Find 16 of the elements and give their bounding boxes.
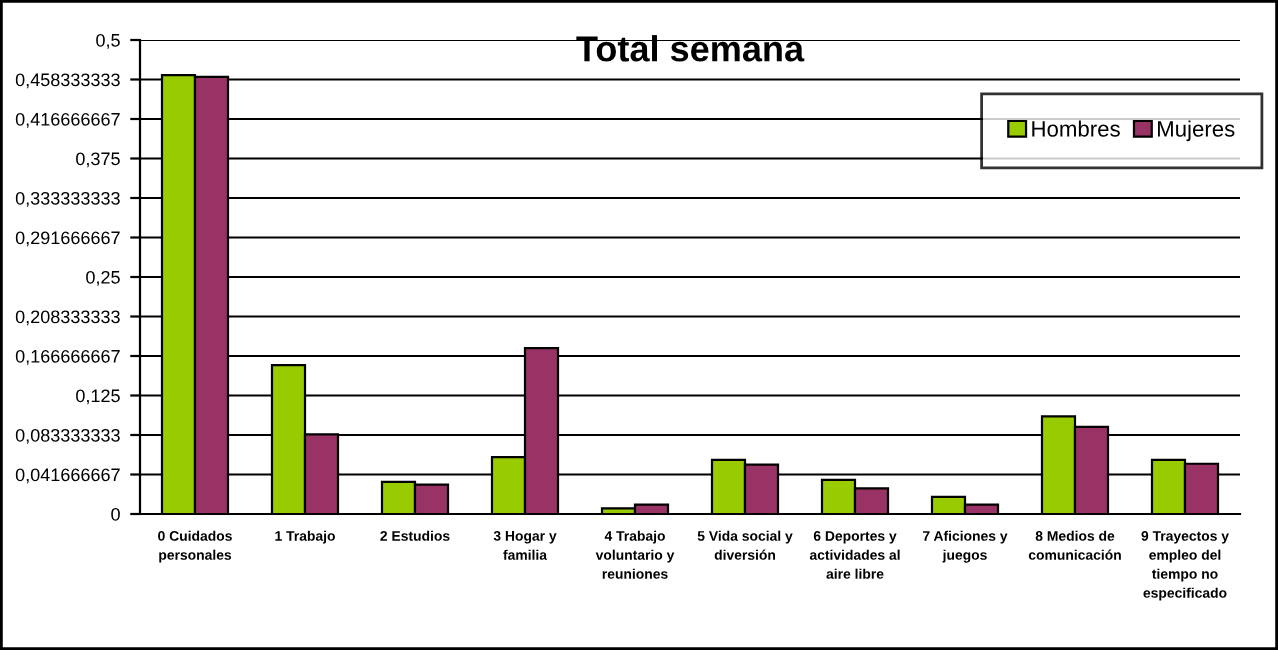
y-tick-label: 0,458333333 [15, 73, 120, 89]
y-tick-label: 0,291666667 [15, 231, 120, 247]
y-tick-label: 0,416666667 [15, 112, 120, 128]
y-tick-label: 0,25 [86, 270, 120, 286]
y-tick-label: 0 [111, 507, 120, 521]
chart-title: Total semana [576, 35, 805, 62]
y-tick-label: 0,125 [76, 389, 120, 405]
legend-label: Mujeres [1158, 120, 1235, 142]
y-tick-label: 0,375 [76, 152, 120, 168]
y-tick-label: 0,166666667 [15, 349, 120, 365]
y-tick-label: 0,041666667 [15, 468, 120, 484]
y-tick-label: 0,5 [96, 33, 120, 49]
y-tick-label: 0,083333333 [15, 428, 120, 444]
y-tick-label: 0,208333333 [15, 310, 120, 326]
y-tick-label: 0,333333333 [15, 191, 120, 207]
legend-label: Hombres [1032, 120, 1120, 137]
